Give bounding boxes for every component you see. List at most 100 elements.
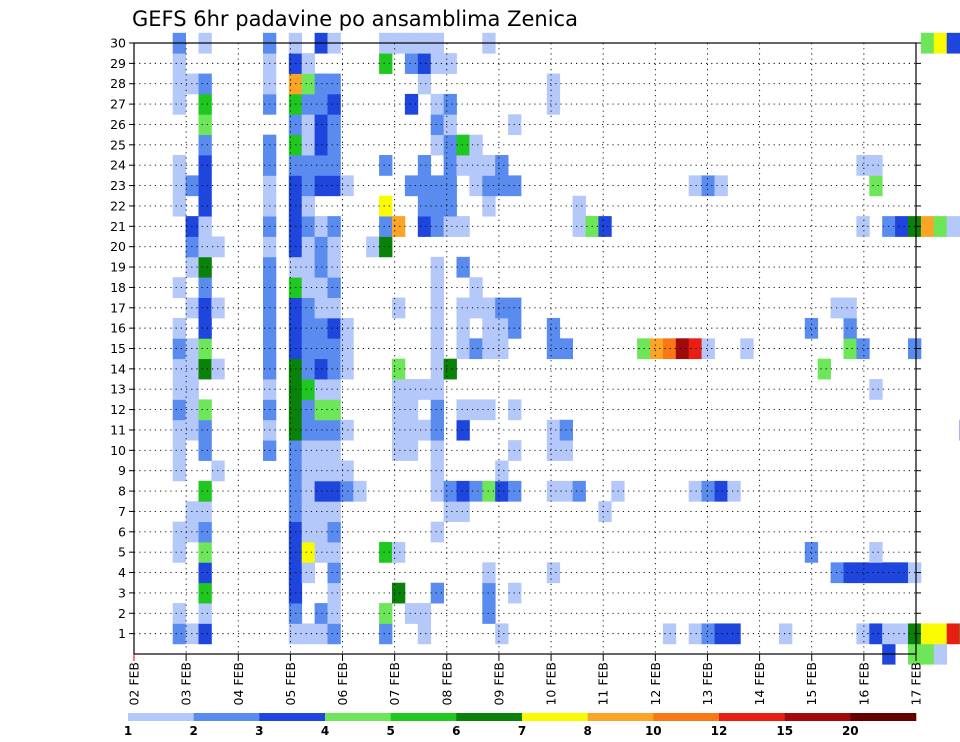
y-tick-label: 18 — [110, 280, 126, 295]
y-tick-label: 28 — [110, 76, 126, 91]
heatmap-cell — [443, 175, 457, 197]
heatmap-cell — [701, 480, 715, 502]
heatmap-cell — [430, 521, 444, 543]
heatmap-cell — [469, 277, 483, 298]
heatmap-cell — [198, 501, 212, 523]
heatmap-cell — [430, 297, 444, 319]
y-tick-label: 7 — [118, 504, 126, 519]
heatmap-cell — [301, 358, 315, 380]
heatmap-cell — [443, 358, 457, 380]
heatmap-cell — [546, 317, 561, 339]
heatmap-cell — [327, 501, 341, 523]
heatmap-cell — [417, 379, 432, 400]
heatmap-cell — [198, 277, 212, 298]
y-tick-label: 15 — [110, 341, 126, 356]
heatmap-cell — [740, 338, 754, 360]
heatmap-cell — [198, 155, 212, 176]
heatmap-cell — [495, 317, 509, 339]
heatmap-cell — [430, 440, 444, 461]
heatmap-cell — [327, 175, 341, 197]
heatmap-cell — [172, 358, 186, 380]
heatmap-cell — [198, 562, 212, 584]
heatmap-cell — [198, 236, 212, 258]
heatmap-cell — [946, 32, 960, 54]
heatmap-cell — [327, 480, 341, 502]
heatmap-cell — [327, 603, 341, 624]
x-axis: 02 FEB 03 FEB 04 FEB 05 FEB 06 FEB 07 FEB 08 F… — [127, 654, 924, 706]
heatmap-cell — [714, 480, 728, 502]
colorbar-swatch — [850, 713, 917, 721]
heatmap-cell — [830, 297, 844, 319]
heatmap-cell — [546, 440, 561, 461]
heatmap-cell — [456, 297, 470, 319]
heatmap-cell — [301, 73, 315, 95]
heatmap-cell — [714, 623, 728, 645]
heatmap-cell — [198, 256, 212, 278]
y-axis: 1234567891011121314151617181920212223242… — [110, 36, 921, 641]
heatmap-cell — [327, 216, 341, 237]
heatmap-cell — [430, 175, 444, 197]
heatmap-cell — [920, 643, 935, 665]
heatmap-cell — [301, 256, 315, 278]
heatmap-cell — [392, 541, 406, 563]
heatmap-cell — [198, 338, 212, 360]
heatmap-cell — [392, 379, 406, 400]
heatmap-cell — [198, 480, 212, 502]
heatmap-cell — [869, 541, 883, 563]
x-tick-label: 11 FEB — [596, 662, 611, 706]
heatmap-cell — [650, 338, 664, 360]
heatmap-cell — [456, 419, 470, 441]
heatmap-cell — [469, 155, 483, 176]
heatmap-cell — [714, 175, 728, 197]
heatmap-cell — [301, 379, 315, 400]
heatmap-cell — [933, 32, 948, 54]
heatmap-cell — [327, 521, 341, 543]
heatmap-cell — [417, 216, 432, 237]
heatmap-cell — [495, 297, 509, 319]
heatmap-cell — [417, 603, 432, 624]
heatmap-cell — [701, 338, 715, 360]
heatmap-cell — [392, 297, 406, 319]
heatmap-cell — [327, 582, 341, 604]
heatmap-cell — [327, 134, 341, 156]
heatmap-cell — [327, 114, 341, 136]
heatmap-cell — [404, 379, 419, 400]
heatmap-cell — [301, 480, 315, 502]
y-tick-label: 19 — [110, 260, 126, 275]
heatmap-cell — [198, 623, 212, 645]
heatmap-cell — [443, 134, 457, 156]
heatmap-cell — [456, 338, 470, 360]
heatmap-cell — [430, 419, 444, 441]
y-tick-label: 5 — [118, 545, 126, 560]
heatmap-cell — [301, 460, 315, 482]
heatmap-cell — [482, 603, 496, 624]
heatmap-cell — [392, 440, 406, 461]
heatmap-cell — [198, 399, 212, 421]
y-tick-label: 8 — [118, 484, 126, 499]
heatmap-cell — [443, 93, 457, 115]
heatmap-cell — [404, 399, 419, 421]
y-tick-label: 26 — [110, 117, 126, 132]
heatmap-cell — [469, 338, 483, 360]
heatmap-cell — [443, 195, 457, 217]
y-tick-label: 21 — [110, 219, 126, 234]
heatmap-cell — [172, 155, 186, 176]
heatmap-cell — [301, 297, 315, 319]
heatmap-cell — [301, 93, 315, 115]
heatmap-cell — [340, 317, 354, 339]
heatmap-cell — [933, 216, 948, 237]
y-tick-label: 3 — [118, 585, 126, 600]
heatmap-cell — [366, 236, 380, 258]
heatmap-cell — [572, 195, 586, 217]
heatmap-cell — [327, 399, 341, 421]
x-tick-label: 05 FEB — [283, 662, 298, 706]
heatmap-cell — [301, 623, 315, 645]
heatmap-cell — [172, 541, 186, 563]
heatmap-cell — [327, 93, 341, 115]
heatmap-cell — [869, 175, 883, 197]
heatmap-cell — [417, 73, 432, 95]
heatmap-cell — [379, 603, 393, 624]
heatmap-cell — [198, 541, 212, 563]
heatmap-cell — [392, 419, 406, 441]
heatmap-cell — [301, 521, 315, 543]
